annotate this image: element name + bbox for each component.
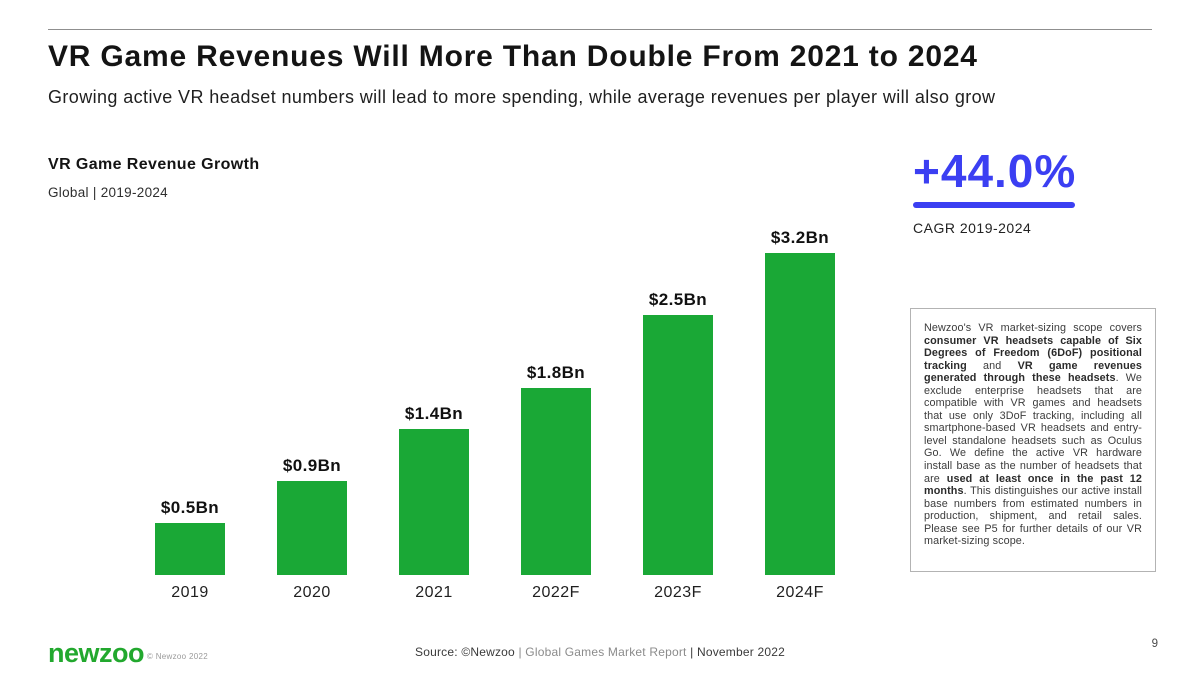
scope-note-segment: VR game revenues generated through these… [924,359,1143,385]
category-label: 2019 [171,584,209,601]
newzoo-logo: newzoo [48,638,145,668]
scope-note-segment: consumer VR headsets capable of Six Degr… [924,334,1142,372]
bar-chart: $0.5Bn $0.9Bn $1.4Bn $1.8Bn $2.5Bn $3.2Bn [129,228,861,575]
bar [155,523,225,575]
scope-note-segment: . We exclude enterprise headsets that ar… [924,372,1142,485]
copyright-text: © Newzoo 2022 [147,652,208,661]
scope-note-text: Newzoo's VR market-sizing scope covers c… [924,322,1142,548]
cagr-underline [913,202,1075,209]
bar-value-label: $1.8Bn [526,363,586,382]
cagr-label: CAGR 2019-2024 [913,220,1032,237]
category-axis: 2019 2020 2021 2022F 2023F 2024F [129,584,861,602]
page-number: 9 [1151,638,1158,650]
category-label: 2020 [293,584,331,601]
bar-value-label: $2.5Bn [648,290,708,309]
bar-value-label: $3.2Bn [770,228,830,247]
bar-value-label: $0.5Bn [160,498,220,517]
source-part: Source: ©Newzoo [415,645,519,659]
top-divider [48,29,1152,30]
bar-column: $0.5Bn [129,228,251,575]
bar-value-label: $1.4Bn [404,404,464,423]
scope-note-box: Newzoo's VR market-sizing scope covers c… [910,308,1156,572]
scope-note-segment: used at least once in the past 12 months [924,472,1142,498]
bar-column: $0.9Bn [251,228,373,575]
cagr-callout: +44.0% CAGR 2019-2024 [913,147,1158,236]
source-part: | Global Games Market Report [518,645,691,659]
category-label: 2022F [532,584,580,601]
scope-note-segment: Newzoo's VR market-sizing scope covers [924,322,1142,334]
chart-title: VR Game Revenue Growth [48,156,260,173]
bar-value-label: $0.9Bn [282,456,342,475]
source-line: Source: ©Newzoo | Global Games Market Re… [0,645,1200,659]
bar-column: $3.2Bn [739,228,861,575]
bar-column: $1.8Bn [495,228,617,575]
cagr-value: +44.0% [913,145,1077,197]
bar [399,429,469,575]
page-title: VR Game Revenues Will More Than Double F… [48,40,978,73]
scope-note-segment: . This distinguishes our active install … [924,485,1142,548]
category-label: 2021 [415,584,453,601]
page-subtitle: Growing active VR headset numbers will l… [48,87,996,107]
category-label: 2023F [654,584,702,601]
bar-column: $1.4Bn [373,228,495,575]
bar [521,388,591,575]
scope-note-segment: and [966,359,1018,372]
bar [765,253,835,575]
bar-column: $2.5Bn [617,228,739,575]
bar [277,481,347,575]
category-label: 2024F [776,584,824,601]
source-part: | November 2022 [690,645,785,659]
chart-scope-label: Global | 2019-2024 [48,185,168,200]
bar [643,315,713,575]
